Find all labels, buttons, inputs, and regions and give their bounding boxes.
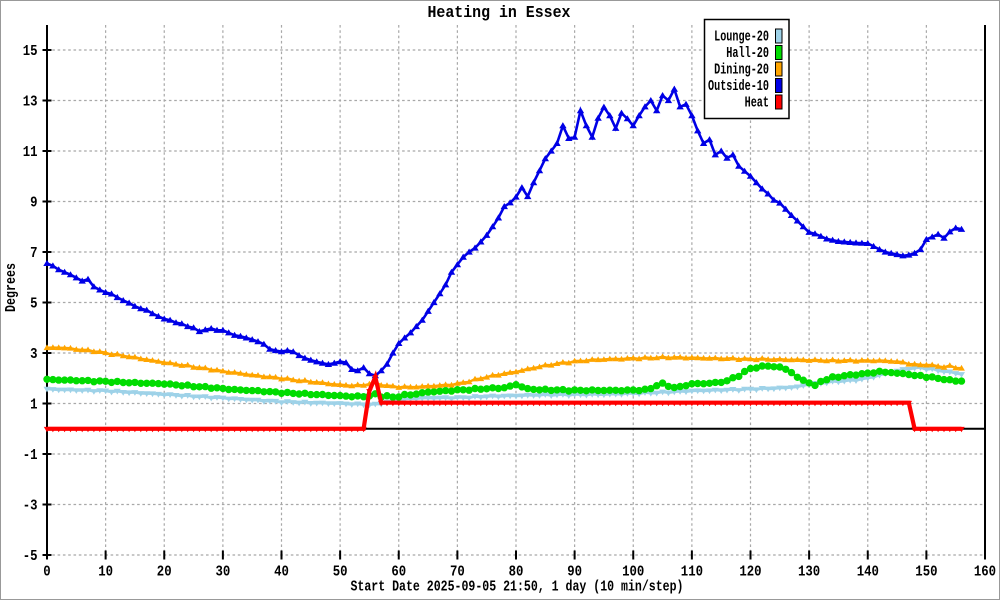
- svg-text:100: 100: [622, 564, 644, 581]
- svg-text:150: 150: [915, 564, 937, 581]
- svg-text:3: 3: [30, 346, 37, 363]
- svg-text:0: 0: [43, 564, 50, 581]
- svg-text:1: 1: [30, 397, 37, 414]
- svg-text:10: 10: [98, 564, 113, 581]
- svg-text:Dining-20: Dining-20: [714, 61, 769, 78]
- svg-text:20: 20: [157, 564, 172, 581]
- svg-text:-3: -3: [23, 498, 38, 515]
- svg-text:Outside-10: Outside-10: [708, 78, 769, 95]
- svg-text:120: 120: [739, 564, 761, 581]
- svg-text:50: 50: [333, 564, 348, 581]
- svg-text:110: 110: [681, 564, 703, 581]
- svg-text:Hall-20: Hall-20: [726, 45, 769, 62]
- svg-text:90: 90: [567, 564, 582, 581]
- svg-text:-1: -1: [23, 447, 38, 464]
- svg-text:Degrees: Degrees: [3, 263, 20, 312]
- svg-text:70: 70: [450, 564, 465, 581]
- svg-text:80: 80: [509, 564, 524, 581]
- svg-text:5: 5: [30, 296, 37, 313]
- svg-text:160: 160: [974, 564, 996, 581]
- svg-text:Heat: Heat: [745, 94, 769, 111]
- svg-text:30: 30: [216, 564, 231, 581]
- svg-text:11: 11: [23, 144, 38, 161]
- svg-text:130: 130: [798, 564, 820, 581]
- svg-text:-5: -5: [23, 548, 38, 565]
- svg-text:9: 9: [30, 195, 37, 212]
- svg-text:13: 13: [23, 94, 38, 111]
- svg-text:7: 7: [30, 245, 37, 262]
- svg-text:60: 60: [391, 564, 406, 581]
- svg-text:15: 15: [23, 43, 38, 60]
- svg-text:Start Date 2025-09-05 21:50, 1: Start Date 2025-09-05 21:50, 1 day (10 m…: [351, 579, 684, 596]
- svg-text:40: 40: [274, 564, 289, 581]
- svg-text:Heating in Essex: Heating in Essex: [428, 4, 571, 23]
- svg-text:140: 140: [857, 564, 879, 581]
- svg-text:Lounge-20: Lounge-20: [714, 28, 769, 45]
